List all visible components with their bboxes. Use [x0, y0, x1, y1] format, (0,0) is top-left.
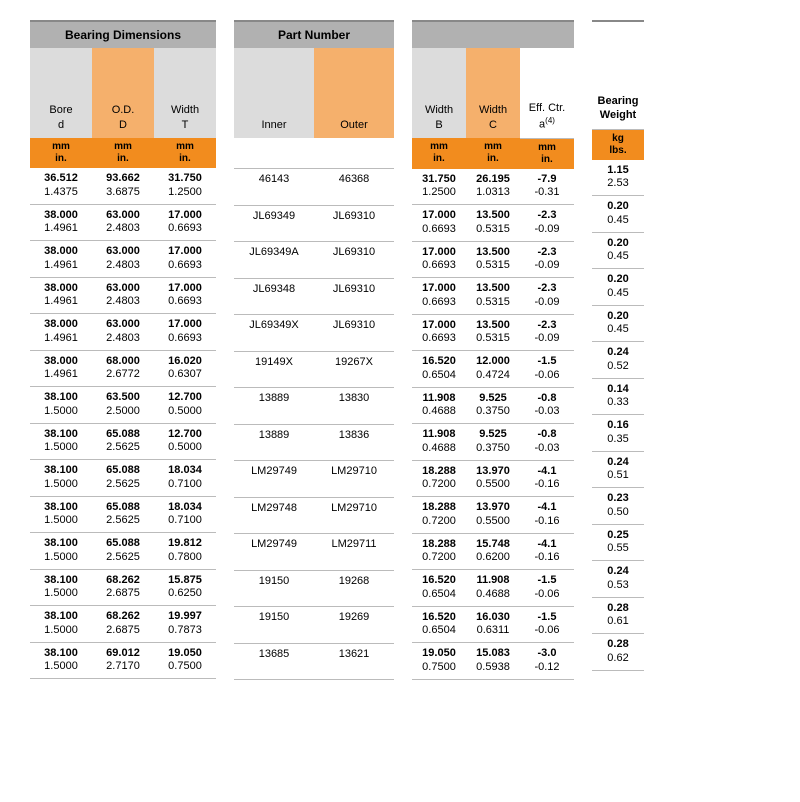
col-widthT: WidthT	[154, 48, 216, 138]
unit-eff: mmin.	[520, 138, 574, 169]
table-row: JL69348 JL69310	[234, 278, 394, 315]
unit-inner	[234, 138, 314, 169]
table-row: 11.9080.46889.5250.3750-0.8-0.03	[412, 387, 574, 424]
col-widthB: WidthB	[412, 48, 466, 138]
table-row: 0.200.45	[592, 269, 644, 306]
table-row: 38.0001.496168.0002.677216.0200.6307	[30, 350, 216, 387]
table-partno: Part Number Inner Outer 46143 46368 JL69…	[234, 20, 394, 680]
table-row: 38.0001.496163.0002.480317.0000.6693	[30, 277, 216, 314]
table-row: 0.200.45	[592, 305, 644, 342]
table-row: 0.240.53	[592, 561, 644, 598]
table-row: 19150 19268	[234, 570, 394, 607]
table-row: 31.7501.250026.1951.0313-7.9-0.31	[412, 169, 574, 205]
table-row: 17.0000.669313.5000.5315-2.3-0.09	[412, 314, 574, 351]
table-row: 13889 13830	[234, 388, 394, 425]
table-row: 16.5200.650416.0300.6311-1.5-0.06	[412, 606, 574, 643]
table-row: 19149X 19267X	[234, 351, 394, 388]
table-row: JL69349X JL69310	[234, 315, 394, 352]
table-weight: Bearing Weight kglbs. 1.152.530.200.450.…	[592, 20, 644, 671]
table-row: 0.160.35	[592, 415, 644, 452]
table-row: 19.0500.750015.0830.5938-3.0-0.12	[412, 643, 574, 680]
col-eff: Eff. Ctr.a(4)	[520, 48, 574, 138]
table-row: 38.1001.500065.0882.562512.7000.5000	[30, 423, 216, 460]
table-row: 38.1001.500068.2622.687515.8750.6250	[30, 569, 216, 606]
table-row: 0.140.33	[592, 378, 644, 415]
table-row: 38.1001.500065.0882.562518.0340.7100	[30, 460, 216, 497]
table-row: JL69349 JL69310	[234, 205, 394, 242]
table-row: 38.1001.500069.0122.717019.0500.7500	[30, 642, 216, 679]
tables-container: Bearing Dimensions Bored O.D.D WidthT mm…	[30, 20, 770, 680]
table-row: 38.1001.500068.2622.687519.9970.7873	[30, 606, 216, 643]
table-row: 11.9080.46889.5250.3750-0.8-0.03	[412, 424, 574, 461]
table-row: 38.0001.496163.0002.480317.0000.6693	[30, 241, 216, 278]
header-widths	[412, 21, 574, 48]
table-row: 1.152.53	[592, 160, 644, 196]
col-inner: Inner	[234, 48, 314, 138]
table-row: 18.2880.720013.9700.5500-4.1-0.16	[412, 497, 574, 534]
table-row: 18.2880.720013.9700.5500-4.1-0.16	[412, 460, 574, 497]
table-dimensions: Bearing Dimensions Bored O.D.D WidthT mm…	[30, 20, 216, 679]
table-row: 0.200.45	[592, 196, 644, 233]
header-partno: Part Number	[234, 21, 394, 48]
table-row: 13889 13836	[234, 424, 394, 461]
table-row: 0.230.50	[592, 488, 644, 525]
unit-od: mmin.	[92, 138, 154, 168]
table-row: 18.2880.720015.7480.6200-4.1-0.16	[412, 533, 574, 570]
table-row: 0.280.62	[592, 634, 644, 671]
table-row: 38.1001.500065.0882.562519.8120.7800	[30, 533, 216, 570]
table-row: 36.5121.437593.6623.687531.7501.2500	[30, 168, 216, 204]
unit-widthB: mmin.	[412, 138, 466, 169]
table-row: 0.250.55	[592, 524, 644, 561]
header-dimensions: Bearing Dimensions	[30, 21, 216, 48]
unit-bore: mmin.	[30, 138, 92, 168]
unit-weight: kglbs.	[592, 129, 644, 160]
table-row: 38.1001.500065.0882.562518.0340.7100	[30, 496, 216, 533]
table-row: 13685 13621	[234, 643, 394, 680]
table-row: LM29749 LM29711	[234, 534, 394, 571]
unit-outer	[314, 138, 394, 169]
table-row: 46143 46368	[234, 169, 394, 206]
table-row: 0.200.45	[592, 232, 644, 269]
table-row: 0.240.51	[592, 451, 644, 488]
table-row: LM29748 LM29710	[234, 497, 394, 534]
col-outer: Outer	[314, 48, 394, 138]
table-row: 19150 19269	[234, 607, 394, 644]
col-weight: Bearing Weight	[592, 39, 644, 129]
table-row: 0.240.52	[592, 342, 644, 379]
table-row: 17.0000.669313.5000.5315-2.3-0.09	[412, 205, 574, 242]
table-row: 0.280.61	[592, 597, 644, 634]
header-weight-blank	[592, 21, 644, 39]
col-bore: Bored	[30, 48, 92, 138]
table-row: 16.5200.650412.0000.4724-1.5-0.06	[412, 351, 574, 388]
table-widths: WidthB WidthC Eff. Ctr.a(4) mmin. mmin. …	[412, 20, 574, 680]
table-row: 38.0001.496163.0002.480317.0000.6693	[30, 314, 216, 351]
table-row: 17.0000.669313.5000.5315-2.3-0.09	[412, 241, 574, 278]
table-row: 16.5200.650411.9080.4688-1.5-0.06	[412, 570, 574, 607]
unit-widthC: mmin.	[466, 138, 520, 169]
col-widthC: WidthC	[466, 48, 520, 138]
table-row: 38.0001.496163.0002.480317.0000.6693	[30, 204, 216, 241]
table-row: 38.1001.500063.5002.500012.7000.5000	[30, 387, 216, 424]
col-od: O.D.D	[92, 48, 154, 138]
table-row: 17.0000.669313.5000.5315-2.3-0.09	[412, 278, 574, 315]
unit-widthT: mmin.	[154, 138, 216, 168]
table-row: LM29749 LM29710	[234, 461, 394, 498]
table-row: JL69349A JL69310	[234, 242, 394, 279]
